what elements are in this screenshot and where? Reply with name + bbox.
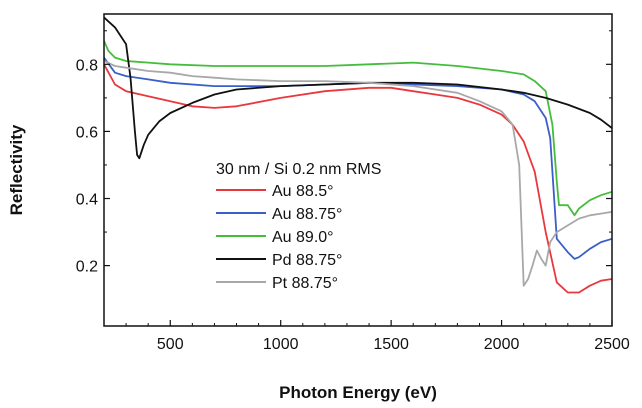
y-tick-label: 0.4 (76, 192, 98, 209)
legend-entry: Pd 88.75° (272, 252, 342, 269)
series-line-1 (103, 63, 613, 294)
y-tick-label: 0.8 (76, 57, 98, 74)
y-axis-title: Reflectivity (7, 124, 26, 215)
legend-entry: Au 88.5° (272, 183, 334, 200)
legend-entry: Au 89.0° (272, 229, 334, 246)
legend-entry: Pt 88.75° (272, 275, 338, 292)
x-tick-label: 2500 (594, 336, 630, 353)
legend-title: 30 nm / Si 0.2 nm RMS (216, 161, 381, 178)
y-tick-label: 0.6 (76, 124, 98, 141)
series-layer (103, 16, 613, 294)
x-tick-label: 1500 (373, 336, 409, 353)
series-line-5 (103, 60, 613, 287)
series-line-4 (103, 16, 613, 160)
legend: 30 nm / Si 0.2 nm RMS Au 88.5° Au 88.75° A… (216, 161, 381, 292)
y-tick-label: 0.2 (76, 259, 98, 276)
series-line-3 (103, 40, 613, 217)
legend-entry: Au 88.75° (272, 206, 342, 223)
plot-frame (103, 13, 613, 327)
x-tick-label: 500 (157, 336, 184, 353)
x-tick-label: 1000 (263, 336, 299, 353)
x-tick-label: 2000 (484, 336, 520, 353)
ticks-layer: 500 1000 1500 2000 2500 0.2 0.4 0.6 0.8 (76, 30, 630, 353)
x-axis-title: Photon Energy (eV) (279, 383, 437, 402)
